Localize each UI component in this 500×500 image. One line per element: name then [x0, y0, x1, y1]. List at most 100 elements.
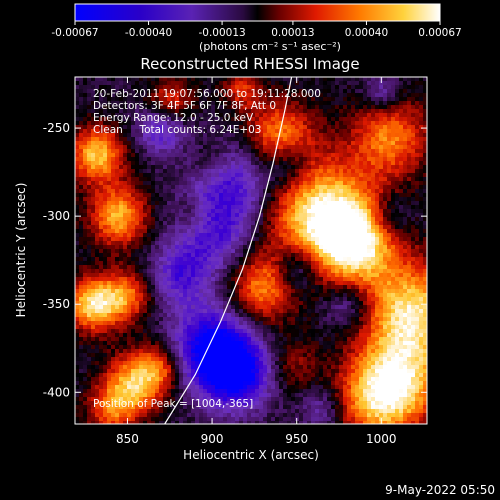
heatmap-cell [99, 169, 104, 174]
heatmap-cell [147, 205, 152, 210]
heatmap-cell [279, 209, 284, 214]
heatmap-cell [415, 177, 420, 182]
heatmap-cell [279, 101, 284, 106]
heatmap-cell [195, 277, 200, 282]
heatmap-cell [75, 253, 80, 258]
heatmap-cell [239, 97, 244, 102]
heatmap-cell [215, 205, 220, 210]
heatmap-cell [311, 249, 316, 254]
heatmap-cell [207, 257, 212, 262]
heatmap-cell [223, 301, 228, 306]
heatmap-cell [407, 289, 412, 294]
heatmap-cell [391, 209, 396, 214]
heatmap-cell [163, 221, 168, 226]
heatmap-cell [295, 233, 300, 238]
heatmap-cell [119, 193, 124, 198]
heatmap-cell [239, 253, 244, 258]
heatmap-cell [351, 253, 356, 258]
heatmap-cell [143, 193, 148, 198]
heatmap-cell [179, 97, 184, 102]
heatmap-cell [279, 81, 284, 86]
heatmap-cell [143, 121, 148, 126]
heatmap-cell [271, 89, 276, 94]
heatmap-cell [399, 181, 404, 186]
heatmap-cell [355, 101, 360, 106]
heatmap-cell [151, 261, 156, 266]
heatmap-cell [195, 297, 200, 302]
heatmap-cell [87, 253, 92, 258]
heatmap-cell [215, 117, 220, 122]
heatmap-cell [179, 205, 184, 210]
heatmap-cell [143, 265, 148, 270]
heatmap-cell [127, 113, 132, 118]
heatmap-cell [291, 241, 296, 246]
heatmap-cell [107, 101, 112, 106]
heatmap-cell [227, 237, 232, 242]
heatmap-cell [375, 145, 380, 150]
heatmap-cell [367, 173, 372, 178]
heatmap-cell [119, 101, 124, 106]
heatmap-cell [247, 197, 252, 202]
heatmap-cell [215, 173, 220, 178]
heatmap-cell [343, 125, 348, 130]
heatmap-cell [175, 233, 180, 238]
heatmap-cell [387, 193, 392, 198]
heatmap-cell [235, 289, 240, 294]
heatmap-cell [355, 221, 360, 226]
heatmap-cell [355, 201, 360, 206]
heatmap-cell [347, 101, 352, 106]
heatmap-cell [283, 185, 288, 190]
heatmap-cell [375, 257, 380, 262]
heatmap-cell [343, 293, 348, 298]
heatmap-cell [159, 81, 164, 86]
heatmap-cell [211, 105, 216, 110]
heatmap-cell [263, 93, 268, 98]
heatmap-cell [207, 241, 212, 246]
heatmap-cell [355, 109, 360, 114]
heatmap-cell [287, 225, 292, 230]
heatmap-cell [351, 161, 356, 166]
heatmap-cell [111, 209, 116, 214]
heatmap-cell [199, 181, 204, 186]
heatmap-cell [99, 201, 104, 206]
heatmap-cell [103, 209, 108, 214]
heatmap-cell [107, 117, 112, 122]
heatmap-cell [375, 281, 380, 286]
heatmap-cell [119, 81, 124, 86]
heatmap-cell [403, 113, 408, 118]
heatmap-cell [339, 289, 344, 294]
heatmap-cell [395, 181, 400, 186]
heatmap-cell [339, 293, 344, 298]
heatmap-cell [219, 241, 224, 246]
heatmap-cell [119, 265, 124, 270]
heatmap-cell [395, 185, 400, 190]
heatmap-cell [303, 209, 308, 214]
heatmap-cell [303, 121, 308, 126]
heatmap-cell [123, 81, 128, 86]
heatmap-cell [263, 253, 268, 258]
heatmap-cell [335, 245, 340, 250]
heatmap-cell [415, 189, 420, 194]
heatmap-cell [375, 205, 380, 210]
heatmap-cell [295, 89, 300, 94]
heatmap-cell [99, 145, 104, 150]
heatmap-cell [327, 153, 332, 158]
heatmap-cell [191, 209, 196, 214]
heatmap-cell [419, 85, 424, 90]
heatmap-cell [207, 293, 212, 298]
heatmap-cell [355, 85, 360, 90]
heatmap-cell [131, 137, 136, 142]
heatmap-cell [155, 173, 160, 178]
heatmap-cell [83, 193, 88, 198]
heatmap-cell [419, 149, 424, 154]
heatmap-cell [363, 141, 368, 146]
heatmap-cell [175, 149, 180, 154]
heatmap-cell [311, 161, 316, 166]
heatmap-cell [327, 89, 332, 94]
heatmap-cell [143, 217, 148, 222]
heatmap-cell [279, 97, 284, 102]
heatmap-cell [187, 161, 192, 166]
heatmap-cell [131, 161, 136, 166]
heatmap-cell [111, 201, 116, 206]
heatmap-cell [423, 273, 427, 278]
